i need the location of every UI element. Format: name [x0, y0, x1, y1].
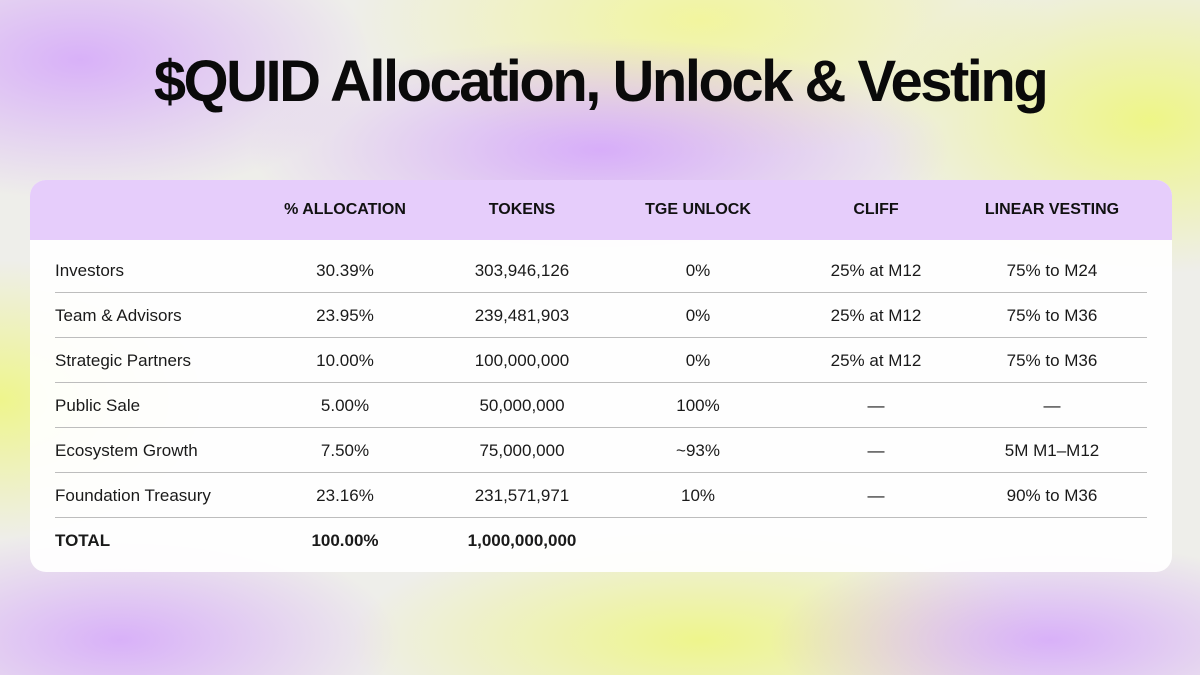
- table-cell: 5.00%: [320, 396, 370, 415]
- column-header: TGE UNLOCK: [645, 201, 751, 218]
- row-label: Team & Advisors: [55, 306, 182, 325]
- page-title: $QUID Allocation, Unlock & Vesting: [153, 49, 1049, 114]
- table-cell: 25% at M12: [830, 306, 922, 325]
- row-label: TOTAL: [55, 531, 111, 550]
- table-cell: 25% at M12: [830, 351, 922, 370]
- column-header: CLIFF: [853, 201, 899, 218]
- table-cell: —: [867, 486, 885, 505]
- row-divider: [55, 427, 1147, 428]
- table-row: Team & Advisors 23.95% 239,481,903 0% 25% at…: [30, 293, 1172, 338]
- row-label: Investors: [55, 261, 124, 280]
- row-label: Strategic Partners: [55, 351, 192, 370]
- table-header: % ALLOCATION TOKENS TGE UNLOCK CLIFF LINEAR …: [30, 180, 1172, 240]
- table-row: Strategic Partners 10.00% 100,000,000 0% 25%…: [30, 338, 1172, 383]
- table-cell: 7.50%: [320, 441, 370, 460]
- row-label: Public Sale: [55, 396, 141, 415]
- row-divider: [55, 517, 1147, 518]
- column-header: LINEAR VESTING: [984, 201, 1120, 218]
- table-cell: 0%: [685, 261, 711, 280]
- table-cell: 10.00%: [316, 351, 374, 370]
- table-cell: 75% to M24: [1006, 261, 1098, 280]
- table-cell: 50,000,000: [479, 396, 565, 415]
- row-label: Foundation Treasury: [55, 486, 211, 505]
- total-row: TOTAL 100.00% 1,000,000,000: [30, 518, 1172, 563]
- table-row: Public Sale 5.00% 50,000,000 100% — —: [30, 383, 1172, 428]
- table-row: Investors 30.39% 303,946,126 0% 25% at M12 75…: [30, 248, 1172, 293]
- row-label: Ecosystem Growth: [55, 441, 198, 460]
- table-cell: 0%: [685, 306, 711, 325]
- table-cell: 75% to M36: [1006, 306, 1098, 325]
- table-card: % ALLOCATION TOKENS TGE UNLOCK CLIFF LINEAR …: [30, 180, 1172, 572]
- table-cell: 30.39%: [316, 261, 374, 280]
- table-cell: —: [867, 441, 885, 460]
- table-row: Foundation Treasury 23.16% 231,571,971 10% —…: [30, 473, 1172, 518]
- table-cell: —: [867, 396, 885, 415]
- table-row: Ecosystem Growth 7.50% 75,000,000 ~93% — 5M M…: [30, 428, 1172, 473]
- table-cell: 75,000,000: [479, 441, 565, 460]
- row-divider: [55, 382, 1147, 383]
- row-divider: [55, 292, 1147, 293]
- column-header: TOKENS: [488, 201, 556, 218]
- row-divider: [55, 337, 1147, 338]
- table-cell: 1,000,000,000: [467, 531, 577, 550]
- table-cell: —: [1043, 396, 1061, 415]
- table-cell: 23.16%: [316, 486, 374, 505]
- column-header: % ALLOCATION: [284, 201, 406, 218]
- table-cell: 23.95%: [316, 306, 374, 325]
- table-cell: 25% at M12: [830, 261, 922, 280]
- row-divider: [55, 472, 1147, 473]
- table-cell: 231,571,971: [474, 486, 570, 505]
- table-cell: 10%: [680, 486, 716, 505]
- table-cell: 239,481,903: [474, 306, 570, 325]
- table-cell: 90% to M36: [1006, 486, 1098, 505]
- table-cell: ~93%: [676, 441, 720, 460]
- table-cell: 5M M1–M12: [1004, 441, 1100, 460]
- table-cell: 100%: [676, 396, 720, 415]
- table-cell: 0%: [685, 351, 711, 370]
- table-cell: 303,946,126: [474, 261, 570, 280]
- table-cell: 100.00%: [311, 531, 379, 550]
- table-cell: 75% to M36: [1006, 351, 1098, 370]
- table-cell: 100,000,000: [474, 351, 570, 370]
